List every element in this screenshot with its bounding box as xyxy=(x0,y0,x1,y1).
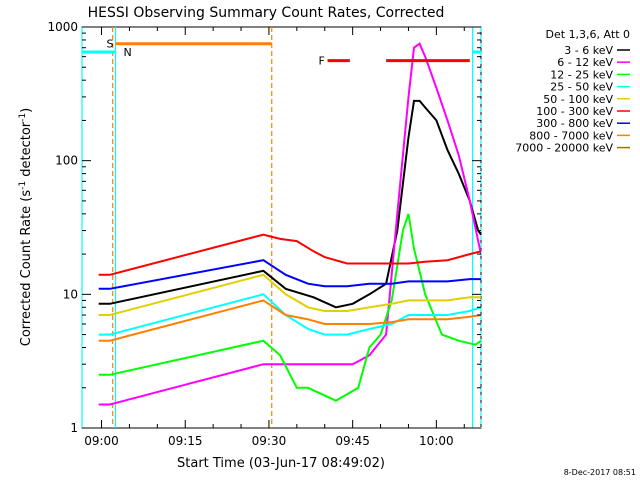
marker-label-0: S xyxy=(106,38,113,51)
series-line-4 xyxy=(98,273,481,316)
legend-label-5: 100 - 300 keV xyxy=(536,105,613,118)
y-tick-label-1: 10 xyxy=(63,287,78,301)
series-line-5 xyxy=(98,233,481,276)
x-axis-label: Start Time (03-Jun-17 08:49:02) xyxy=(177,456,385,471)
legend-label-8: 7000 - 20000 keV xyxy=(515,142,613,155)
orbit-boundary-lines xyxy=(81,27,482,428)
x-tick-label-1: 09:15 xyxy=(168,434,203,448)
legend-label-2: 12 - 25 keV xyxy=(550,68,613,81)
x-tick-label-2: 09:30 xyxy=(252,434,287,448)
y-axis-label: Corrected Count Rate (s-1 detector-1) xyxy=(18,108,34,346)
chart-title: HESSI Observing Summary Count Rates, Cor… xyxy=(88,5,445,21)
legend-label-1: 6 - 12 keV xyxy=(557,56,613,69)
x-tick-label-0: 09:00 xyxy=(84,434,119,448)
series-line-6 xyxy=(98,259,481,290)
marker-label-3: F xyxy=(319,55,325,68)
series-line-2 xyxy=(98,213,481,402)
marker-label-1: N xyxy=(123,46,131,59)
plot-timestamp: 8-Dec-2017 08:51 xyxy=(564,468,636,477)
x-tick-label-4: 10:00 xyxy=(419,434,454,448)
flag-markers: SN F xyxy=(82,38,481,68)
axis-ticks: 09:00 09:15 09:30 09:45 10:00 1 10 100 1000 xyxy=(47,20,481,448)
y-axis-label-main: Corrected Count Rate (s xyxy=(19,190,34,347)
y-axis-label-sup1: -1 xyxy=(18,181,28,190)
y-tick-label-0: 1 xyxy=(70,421,78,435)
series-line-1 xyxy=(98,42,481,406)
y-axis-label-sup2: -1 xyxy=(18,113,28,122)
y-tick-label-2: 100 xyxy=(55,154,78,168)
legend-header: Det 1,3,6, Att 0 xyxy=(546,28,630,41)
legend-label-7: 800 - 7000 keV xyxy=(529,129,613,142)
legend-label-4: 50 - 100 keV xyxy=(543,93,613,106)
y-axis-label-mid: detector xyxy=(19,121,34,181)
legend-label-0: 3 - 6 keV xyxy=(564,44,613,57)
y-axis-label-end: ) xyxy=(19,108,34,113)
series-line-3 xyxy=(98,293,481,336)
series-lines xyxy=(98,42,481,406)
legend-label-6: 300 - 800 keV xyxy=(536,117,613,130)
series-line-0 xyxy=(98,99,481,309)
series-line-7 xyxy=(98,299,481,342)
y-tick-label-3: 1000 xyxy=(47,20,78,34)
legend-label-3: 25 - 50 keV xyxy=(550,81,613,94)
x-tick-label-3: 09:45 xyxy=(335,434,370,448)
